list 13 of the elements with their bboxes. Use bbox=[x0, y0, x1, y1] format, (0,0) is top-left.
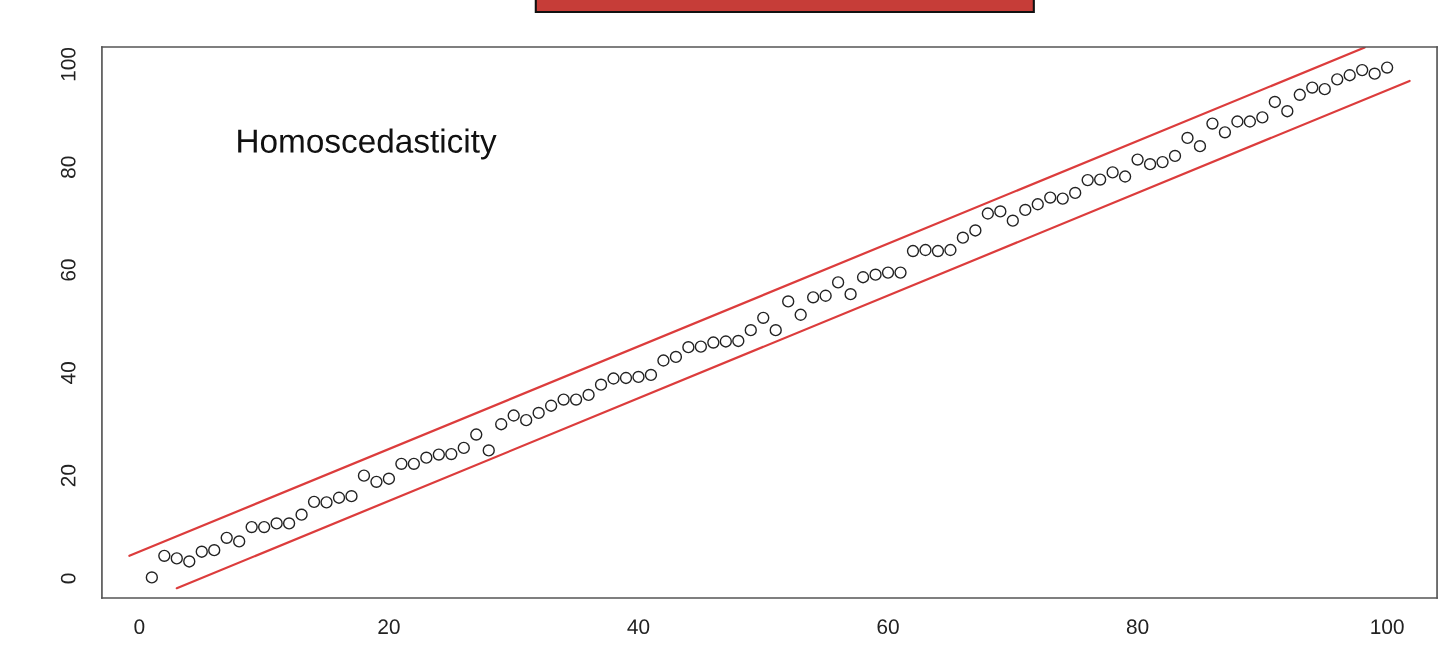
x-tick-label: 80 bbox=[1126, 619, 1149, 635]
x-tick-label: 40 bbox=[627, 619, 650, 635]
y-tick-label: 80 bbox=[60, 156, 76, 178]
annotation: Homoscedasticity bbox=[238, 128, 497, 160]
x-tick-label: 100 bbox=[1371, 619, 1404, 635]
y-tick-label: 40 bbox=[60, 362, 76, 384]
y-tick-label: 0 bbox=[60, 573, 76, 584]
x-tick-label: 60 bbox=[877, 619, 899, 635]
y-tick-label: 100 bbox=[60, 47, 76, 81]
x-tick-label: 20 bbox=[378, 619, 400, 635]
y-tick-label: 20 bbox=[60, 464, 76, 487]
y-tick-label: 60 bbox=[60, 259, 76, 281]
x-tick-label: 0 bbox=[134, 619, 145, 635]
